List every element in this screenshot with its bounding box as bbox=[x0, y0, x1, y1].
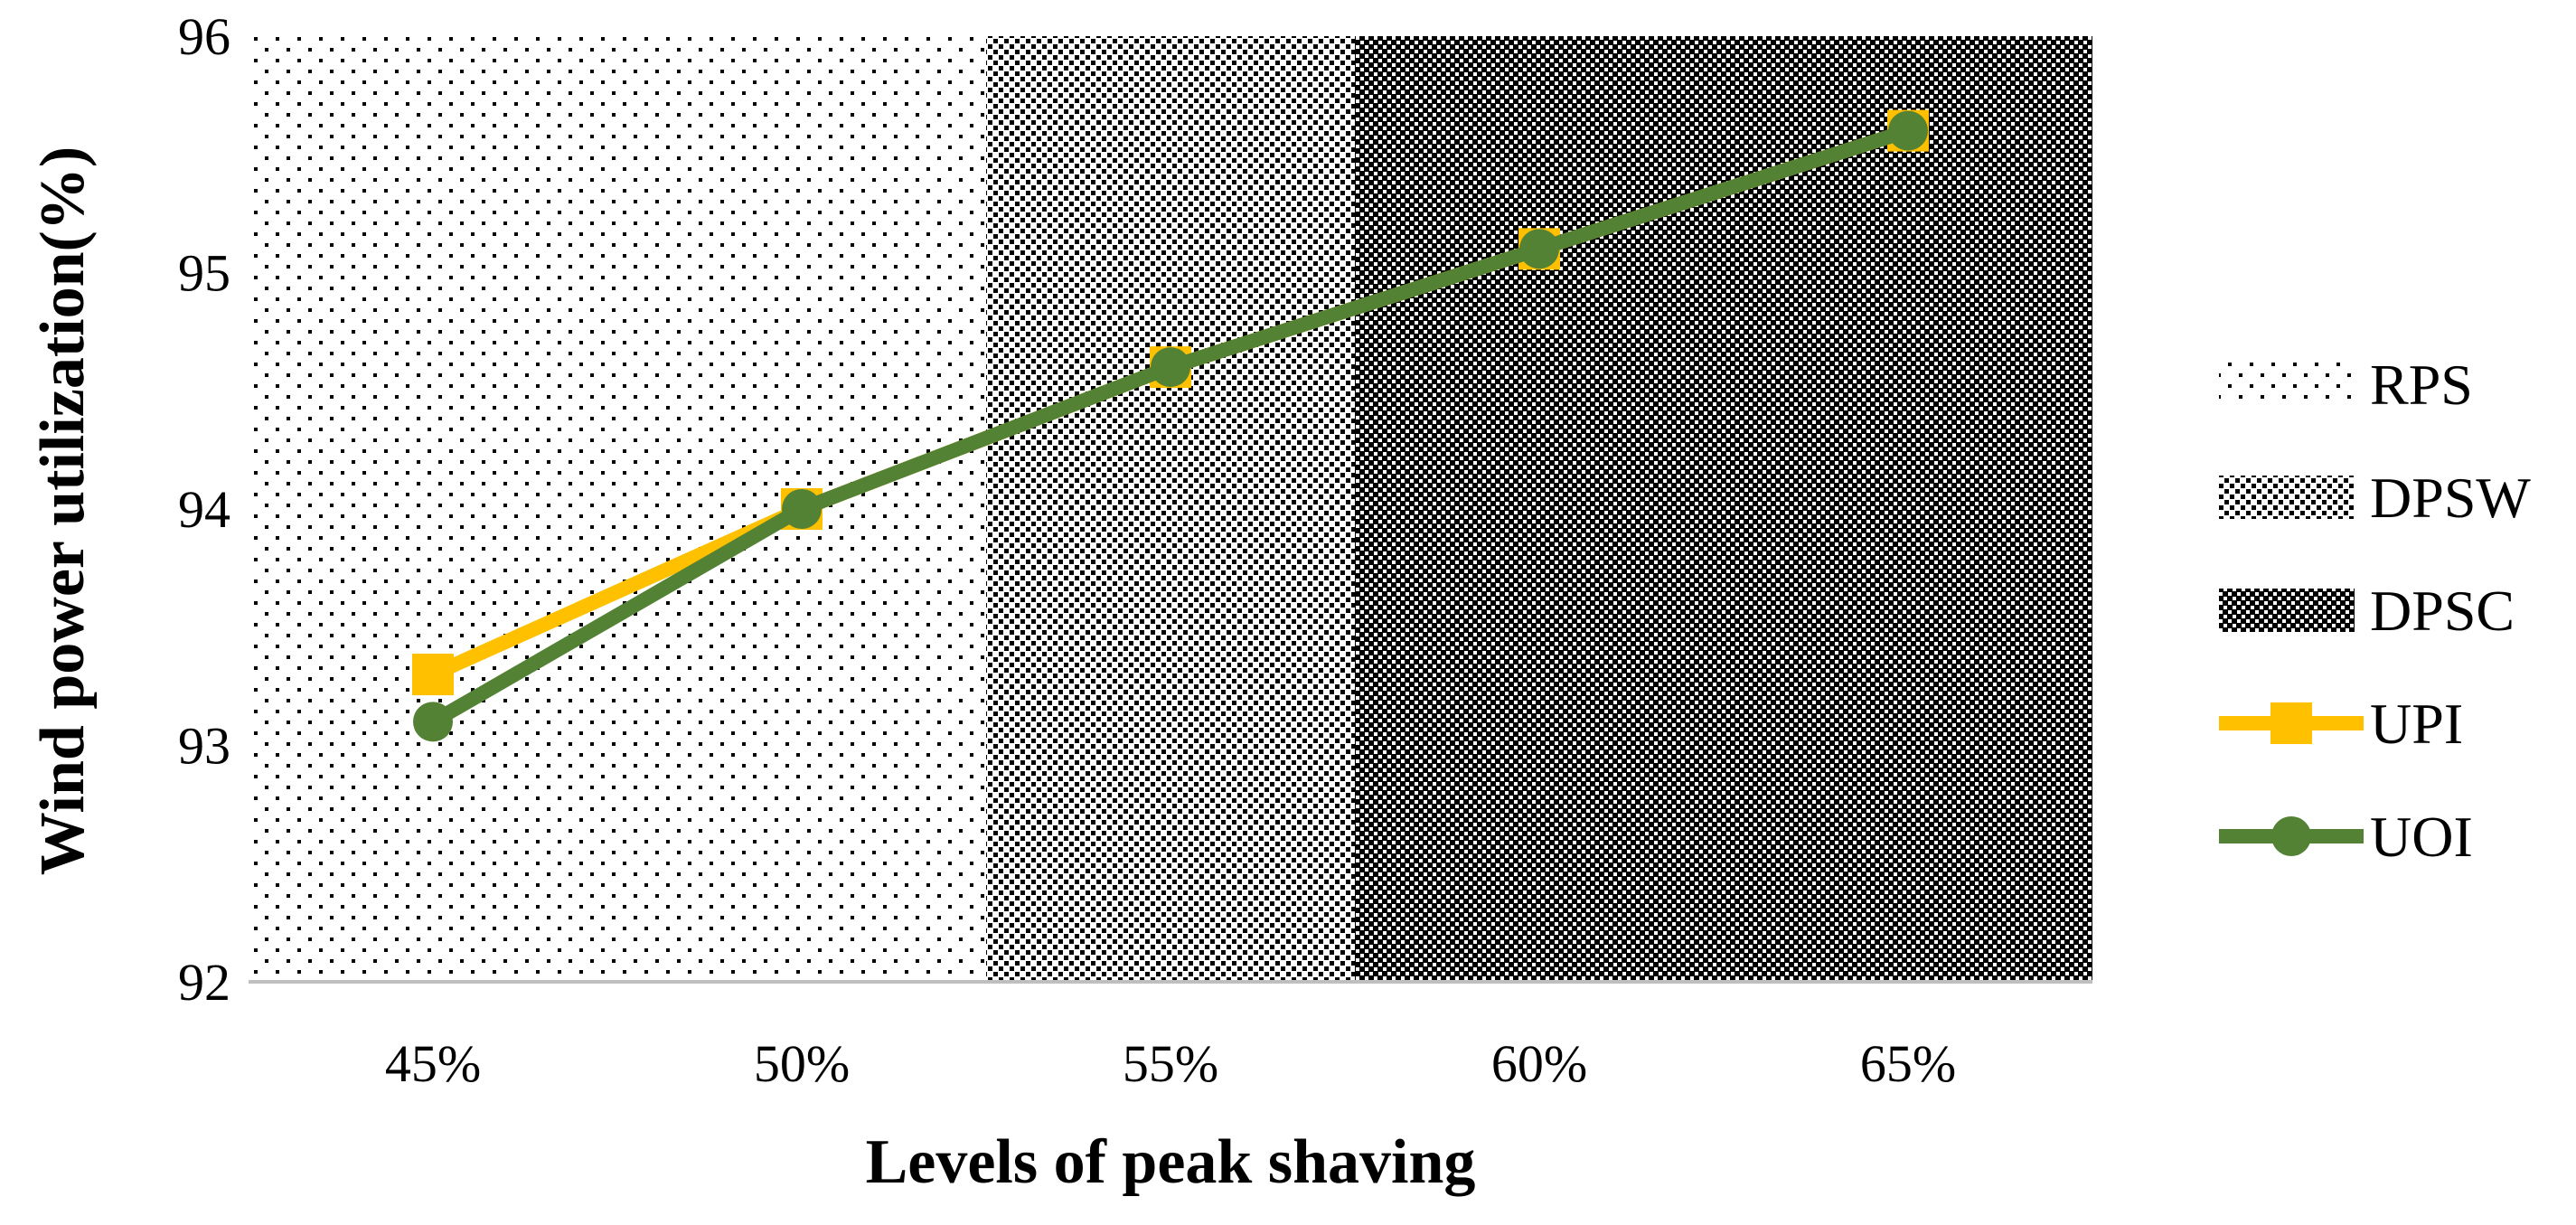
y-tick-label: 94 bbox=[178, 480, 230, 539]
series-uoi bbox=[413, 110, 1928, 742]
region-dpsw bbox=[986, 36, 1355, 982]
y-tick-label: 95 bbox=[178, 244, 230, 303]
data-point-uoi bbox=[1151, 347, 1190, 388]
legend-swatch-rps bbox=[2219, 363, 2355, 406]
region-dpsc bbox=[1355, 36, 2092, 982]
data-point-uoi bbox=[1888, 110, 1928, 151]
legend-marker-uoi bbox=[2271, 816, 2311, 856]
y-tick-label: 93 bbox=[178, 717, 230, 776]
x-tick-label: 55% bbox=[1123, 1034, 1218, 1093]
data-point-upi bbox=[412, 654, 454, 696]
y-tick-label: 96 bbox=[178, 7, 230, 66]
legend-swatch-dpsc bbox=[2219, 589, 2355, 632]
x-tick-label: 50% bbox=[754, 1034, 850, 1093]
legend-label-dpsc: DPSC bbox=[2370, 579, 2515, 643]
x-axis-ticks: 45% 50% 55% 60% 65% bbox=[385, 1034, 1956, 1093]
legend-label-rps: RPS bbox=[2370, 353, 2473, 417]
data-point-uoi bbox=[1519, 229, 1559, 269]
legend-label-dpsw: DPSW bbox=[2370, 466, 2531, 530]
legend-label-upi: UPI bbox=[2370, 692, 2463, 756]
data-point-uoi bbox=[413, 702, 453, 742]
y-tick-label: 92 bbox=[178, 953, 230, 1012]
x-axis-title: Levels of peak shaving bbox=[866, 1127, 1476, 1197]
legend-label-uoi: UOI bbox=[2370, 805, 2473, 869]
x-tick-label: 60% bbox=[1491, 1034, 1587, 1093]
background-regions bbox=[249, 36, 2092, 982]
legend-marker-upi bbox=[2270, 702, 2312, 744]
x-tick-label: 65% bbox=[1860, 1034, 1956, 1093]
legend: RPS DPSW DPSC UPI UOI bbox=[2219, 353, 2531, 869]
y-axis-ticks: 92 93 94 95 96 bbox=[178, 7, 230, 1012]
data-point-uoi bbox=[782, 489, 822, 529]
y-axis-title: Wind power utilization(%) bbox=[28, 146, 98, 875]
x-tick-label: 45% bbox=[385, 1034, 481, 1093]
legend-swatch-dpsw bbox=[2219, 476, 2355, 519]
region-rps bbox=[249, 36, 986, 982]
series-layer bbox=[412, 109, 1929, 742]
